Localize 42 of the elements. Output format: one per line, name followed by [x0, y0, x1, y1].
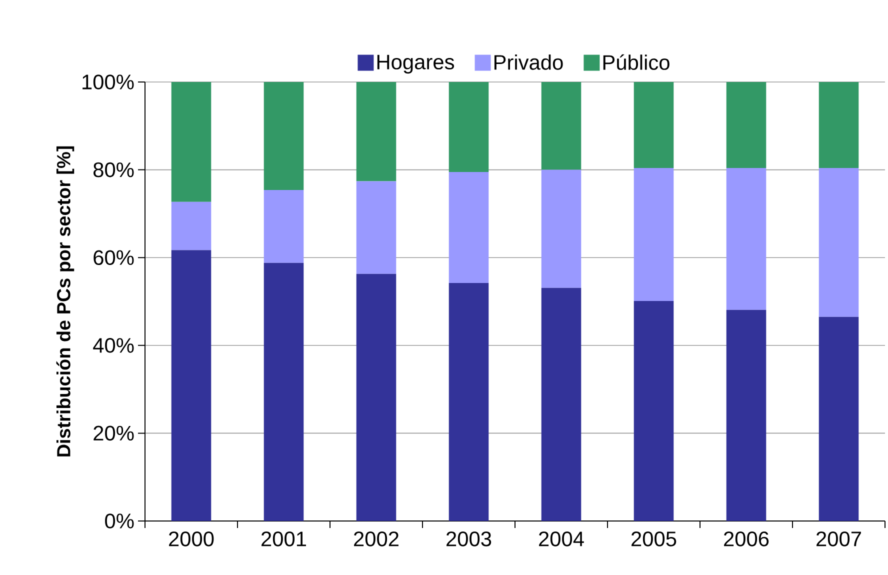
y-tick-label: 0% — [105, 514, 134, 528]
bar — [818, 316, 859, 521]
bar — [448, 283, 489, 521]
bar — [541, 82, 582, 170]
y-tick-label: 60% — [94, 250, 134, 266]
x-tick-label: 2002 — [354, 532, 398, 546]
x-tick-label: 2006 — [724, 532, 769, 546]
bar — [634, 301, 674, 521]
bar — [356, 181, 396, 274]
bar — [171, 250, 212, 521]
bar — [448, 82, 489, 172]
bar — [264, 190, 304, 263]
x-tick-label: 2007 — [816, 532, 861, 546]
y-tick-label: 100% — [82, 74, 134, 90]
bar — [264, 82, 304, 190]
x-tick-label: 2000 — [169, 532, 214, 546]
bar — [634, 168, 674, 302]
bar — [448, 172, 489, 284]
y-axis-title: Distribución de PCs por sector [%] — [56, 146, 74, 456]
bar — [726, 310, 766, 521]
y-tick-label: 80% — [94, 162, 134, 178]
x-tick-label: 2005 — [632, 532, 676, 546]
bar — [818, 168, 859, 317]
bar — [634, 82, 674, 168]
bar — [726, 82, 766, 168]
bar — [541, 288, 582, 521]
bar — [818, 82, 859, 168]
x-tick-label: 2004 — [539, 532, 584, 546]
bar — [541, 170, 582, 288]
y-tick-label: 20% — [94, 426, 134, 441]
legend-label: Privado — [494, 54, 563, 70]
bar — [171, 202, 212, 250]
legend-label: Hogares — [377, 54, 454, 74]
legend-label: Público — [603, 54, 670, 70]
bar — [171, 82, 212, 202]
bar — [356, 82, 396, 182]
bar — [264, 262, 304, 521]
y-tick-label: 40% — [93, 338, 134, 353]
bar — [726, 168, 766, 310]
bar — [356, 274, 396, 521]
x-tick-label: 2003 — [446, 532, 492, 546]
x-tick-label: 2001 — [262, 532, 306, 546]
